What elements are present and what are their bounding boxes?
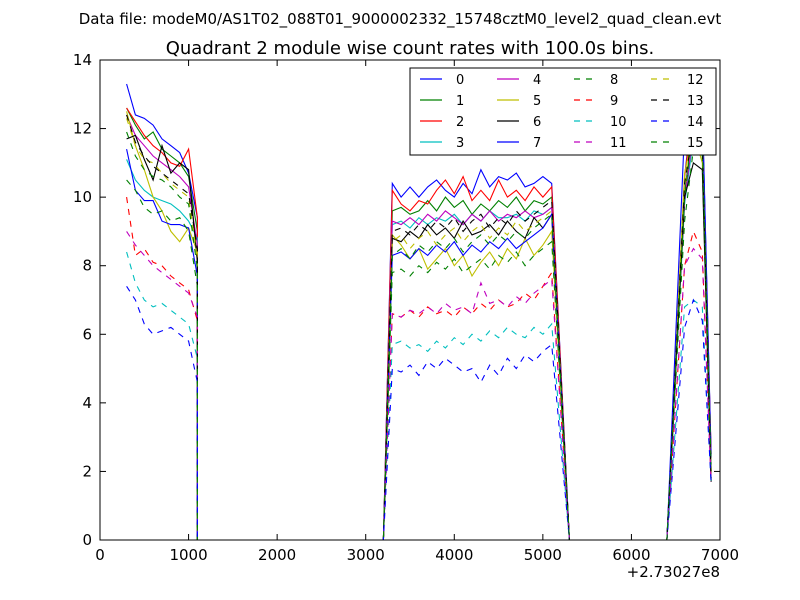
legend-label-1: 1	[456, 94, 464, 109]
legend-label-6: 6	[533, 115, 541, 130]
legend-label-9: 9	[610, 94, 618, 109]
series-line-4	[126, 114, 712, 541]
legend-label-3: 3	[456, 136, 464, 151]
legend-label-5: 5	[533, 94, 541, 109]
y-tick-label: 12	[73, 120, 92, 138]
x-offset-label: +2.73027e8	[627, 563, 720, 581]
y-tick-label: 0	[82, 531, 92, 549]
chart-title: Quadrant 2 module wise count rates with …	[166, 38, 655, 59]
legend-label-7: 7	[533, 136, 541, 151]
legend-label-2: 2	[456, 115, 464, 130]
figure-suptitle: Data file: modeM0/AS1T02_088T01_90000023…	[79, 10, 722, 29]
series-line-6	[126, 134, 712, 541]
legend-label-13: 13	[687, 94, 704, 109]
legend-label-12: 12	[687, 73, 704, 88]
series-line-7	[126, 96, 712, 541]
series-line-15	[126, 123, 712, 541]
legend-label-4: 4	[533, 73, 541, 88]
series-line-2	[126, 106, 712, 541]
legend-label-10: 10	[610, 115, 627, 130]
series-line-3	[126, 137, 712, 541]
x-tick-label: 7000	[701, 546, 739, 564]
y-tick-label: 14	[73, 51, 92, 69]
x-tick-label: 6000	[612, 546, 650, 564]
series-line-12	[126, 118, 712, 541]
legend-box	[409, 67, 717, 156]
x-tick-label: 3000	[347, 546, 385, 564]
legend-label-11: 11	[610, 136, 627, 151]
series-line-10	[126, 251, 712, 541]
series-line-13	[126, 114, 712, 541]
x-tick-label: 1000	[169, 546, 207, 564]
x-tick-label: 2000	[258, 546, 296, 564]
y-tick-label: 8	[82, 257, 92, 275]
series-line-11	[126, 231, 712, 541]
series-line-14	[126, 286, 712, 541]
y-tick-label: 10	[73, 188, 92, 206]
legend-label-14: 14	[687, 115, 704, 130]
y-tick-label: 2	[82, 462, 92, 480]
series-line-1	[126, 107, 712, 541]
plot-frame	[99, 59, 721, 541]
legend-label-0: 0	[456, 73, 464, 88]
y-tick-label: 4	[82, 394, 92, 412]
series-line-5	[126, 111, 712, 541]
legend-label-8: 8	[610, 73, 618, 88]
legend-label-15: 15	[687, 136, 704, 151]
x-tick-label: 5000	[524, 546, 562, 564]
x-tick-label: 4000	[435, 546, 473, 564]
x-tick-label: 0	[95, 546, 105, 564]
y-tick-label: 6	[82, 325, 92, 343]
